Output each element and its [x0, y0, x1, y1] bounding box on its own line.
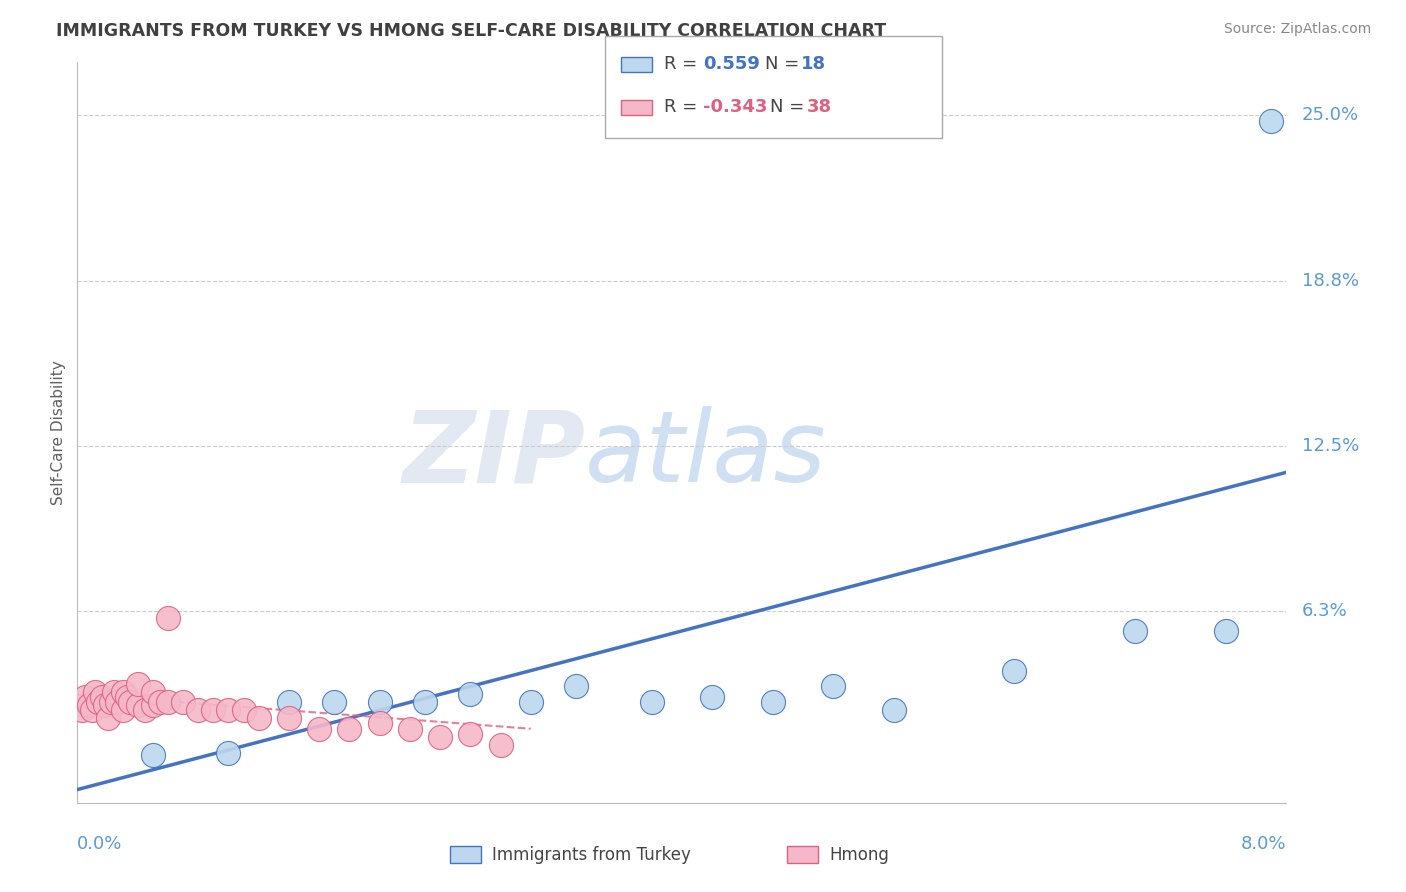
Text: R =: R = [664, 55, 703, 73]
Point [1125, 624, 1147, 638]
Point [702, 690, 724, 704]
Point [100, 695, 122, 709]
Point [93, 698, 115, 712]
Point [278, 695, 301, 709]
Text: 0.559: 0.559 [703, 55, 759, 73]
Point [90, 690, 112, 704]
Point [142, 685, 165, 699]
Point [520, 695, 543, 709]
Point [429, 730, 451, 744]
Text: Source: ZipAtlas.com: Source: ZipAtlas.com [1223, 22, 1371, 37]
Text: 38: 38 [807, 98, 832, 116]
Text: IMMIGRANTS FROM TURKEY VS HMONG SELF-CARE DISABILITY CORRELATION CHART: IMMIGRANTS FROM TURKEY VS HMONG SELF-CAR… [56, 22, 886, 40]
Point [232, 703, 254, 717]
Point [368, 695, 391, 709]
Y-axis label: Self-Care Disability: Self-Care Disability [51, 360, 66, 505]
Text: 25.0%: 25.0% [1302, 106, 1358, 124]
Text: -0.343: -0.343 [703, 98, 768, 116]
Point [218, 746, 240, 760]
Text: 12.5%: 12.5% [1302, 437, 1358, 455]
Point [308, 722, 330, 736]
Point [1004, 664, 1026, 678]
Point [413, 695, 436, 709]
Text: Immigrants from Turkey: Immigrants from Turkey [492, 846, 690, 863]
Point [187, 703, 209, 717]
Point [1260, 113, 1282, 128]
Point [82, 703, 104, 717]
Point [458, 687, 481, 701]
Point [73, 690, 96, 704]
Point [489, 738, 512, 752]
Point [70, 703, 93, 717]
Point [79, 698, 101, 712]
Text: N =: N = [765, 55, 804, 73]
Point [105, 695, 128, 709]
Text: R =: R = [664, 98, 703, 116]
Point [565, 680, 588, 694]
Point [134, 703, 156, 717]
Point [641, 695, 664, 709]
Point [103, 685, 125, 699]
Text: N =: N = [770, 98, 810, 116]
Point [111, 685, 134, 699]
Point [883, 703, 905, 717]
Point [120, 695, 142, 709]
Text: ZIP: ZIP [402, 407, 585, 503]
Point [399, 722, 422, 736]
Point [339, 722, 360, 736]
Point [111, 703, 134, 717]
Point [323, 695, 346, 709]
Point [96, 711, 118, 725]
Point [762, 695, 785, 709]
Point [368, 716, 391, 731]
Point [278, 711, 301, 725]
Point [157, 695, 180, 709]
Point [127, 698, 149, 712]
Point [142, 748, 165, 763]
Text: atlas: atlas [585, 407, 827, 503]
Text: 8.0%: 8.0% [1241, 835, 1286, 853]
Point [1215, 624, 1237, 638]
Point [142, 698, 165, 712]
Point [247, 711, 270, 725]
Point [172, 695, 194, 709]
Point [202, 703, 225, 717]
Text: 18: 18 [801, 55, 827, 73]
Point [87, 695, 110, 709]
Text: Hmong: Hmong [830, 846, 890, 863]
Point [149, 695, 172, 709]
Text: 18.8%: 18.8% [1302, 271, 1358, 290]
Point [157, 611, 180, 625]
Point [115, 690, 138, 704]
Point [127, 677, 149, 691]
Point [218, 703, 240, 717]
Point [458, 727, 481, 741]
Point [84, 685, 107, 699]
Point [823, 680, 845, 694]
Text: 6.3%: 6.3% [1302, 602, 1347, 620]
Text: 0.0%: 0.0% [77, 835, 122, 853]
